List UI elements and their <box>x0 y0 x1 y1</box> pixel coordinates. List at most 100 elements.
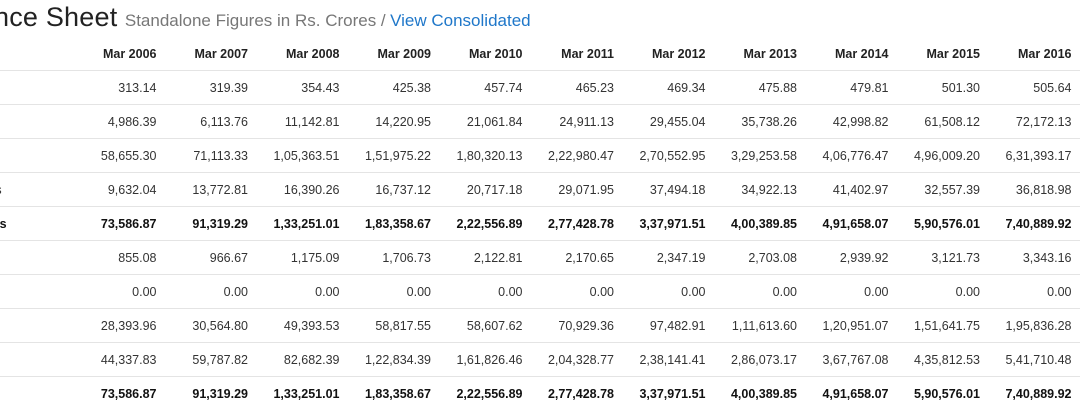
table-cell: 1,83,358.67 <box>349 206 441 241</box>
table-cell: 4,91,658.07 <box>807 376 899 410</box>
year-header: Mar 2007 <box>194 46 248 61</box>
table-cell: 2,70,552.95 <box>624 138 716 173</box>
table-cell: 49,393.53 <box>258 308 350 343</box>
table-cell: 505.64 <box>990 70 1080 105</box>
balance-sheet-table: Mar 2006 Mar 2007 Mar 2008 Mar 2009 Mar … <box>0 37 1080 410</box>
row-label: abilities <box>0 206 75 241</box>
table-cell: 20,717.18 <box>441 172 533 207</box>
table-cell: 6,31,393.17 <box>990 138 1080 173</box>
table-cell: 1,706.73 <box>349 240 441 275</box>
table-cell: 1,05,363.51 <box>258 138 350 173</box>
table-cell: 1,175.09 <box>258 240 350 275</box>
table-cell: 70,929.36 <box>532 308 624 343</box>
table-cell: 5,90,576.01 <box>898 376 990 410</box>
table-cell: 3,67,767.08 <box>807 342 899 377</box>
table-cell: 425.38 <box>349 70 441 105</box>
year-header: Mar 2006 <box>102 46 157 61</box>
table-cell: 457.74 <box>441 70 533 105</box>
table-cell: 465.23 <box>532 70 624 105</box>
year-header: Mar 2014 <box>834 46 889 61</box>
table-cell: 475.88 <box>715 70 807 105</box>
table-cell: 0.00 <box>990 274 1080 309</box>
table-cell: 2,38,141.41 <box>624 342 716 377</box>
table-cell: 2,347.19 <box>624 240 716 275</box>
table-cell: 0.00 <box>532 274 624 309</box>
table-cell: 5,90,576.01 <box>898 206 990 241</box>
table-cell: 3,37,971.51 <box>624 206 716 241</box>
year-header: Mar 2015 <box>926 46 980 61</box>
table-cell: 966.67 <box>166 240 258 275</box>
table-cell: 21,061.84 <box>441 104 533 139</box>
table-cell: 91,319.29 <box>166 376 258 410</box>
table-cell: 41,402.97 <box>807 172 899 207</box>
table-row: s4,986.396,113.7611,142.8114,220.9521,06… <box>0 104 1080 139</box>
table-cell: 2,86,073.17 <box>715 342 807 377</box>
table-cell: 1,80,320.13 <box>441 138 533 173</box>
table-cell: 28,393.96 <box>75 308 167 343</box>
table-cell: 3,121.73 <box>898 240 990 275</box>
table-cell: 16,737.12 <box>349 172 441 207</box>
table-cell: 2,703.08 <box>715 240 807 275</box>
year-header: Mar 2008 <box>285 46 340 61</box>
table-cell: 1,83,358.67 <box>349 376 441 410</box>
year-header: Mar 2009 <box>377 46 431 61</box>
table-cell: 354.43 <box>258 70 350 105</box>
table-cell: 72,172.13 <box>990 104 1080 139</box>
table-cell: 58,817.55 <box>349 308 441 343</box>
table-cell: 2,122.81 <box>441 240 533 275</box>
table-row-total: abilities73,586.8791,319.291,33,251.011,… <box>0 206 1080 241</box>
table-cell: 0.00 <box>166 274 258 309</box>
table-cell: 3,343.16 <box>990 240 1080 275</box>
table-cell: 1,95,836.28 <box>990 308 1080 343</box>
row-label: s <box>0 104 75 139</box>
table-cell: 13,772.81 <box>166 172 258 207</box>
table-cell: 0.00 <box>258 274 350 309</box>
page-title: nce Sheet <box>0 2 118 32</box>
table-row: 0.00 0.00 0.00 0.00 0.00 0.00 0.00 0.00 0.00 0.00… <box>0 274 1080 309</box>
year-header: Mar 2011 <box>561 46 614 61</box>
table-cell: 58,607.62 <box>441 308 533 343</box>
row-label: sets <box>0 240 75 275</box>
table-cell: 469.34 <box>624 70 716 105</box>
table-cell: 1,51,641.75 <box>898 308 990 343</box>
table-cell: 4,06,776.47 <box>807 138 899 173</box>
table-row: ssets44,337.8359,787.8282,682.391,22,834… <box>0 342 1080 377</box>
table-cell: 29,455.04 <box>624 104 716 139</box>
table-cell: 0.00 <box>75 274 167 309</box>
table-cell: 1,22,834.39 <box>349 342 441 377</box>
table-cell: 4,986.39 <box>75 104 167 139</box>
row-label: ents <box>0 308 75 343</box>
year-header: Mar 2012 <box>651 46 706 61</box>
table-cell: 82,682.39 <box>258 342 350 377</box>
table-cell: 1,61,826.46 <box>441 342 533 377</box>
row-label: ngs <box>0 138 75 173</box>
table-cell: 4,00,389.85 <box>715 206 807 241</box>
table-cell: 855.08 <box>75 240 167 275</box>
table-cell: 16,390.26 <box>258 172 350 207</box>
table-row: ents28,393.9630,564.8049,393.5358,817.55… <box>0 308 1080 343</box>
table-cell: 7,40,889.92 <box>990 376 1080 410</box>
table-cell: 14,220.95 <box>349 104 441 139</box>
table-cell: 3,29,253.58 <box>715 138 807 173</box>
table-cell: 42,998.82 <box>807 104 899 139</box>
view-consolidated-link[interactable]: View Consolidated <box>390 11 531 30</box>
year-header: Mar 2013 <box>743 46 797 61</box>
row-label: ssets <box>0 342 75 377</box>
table-row: abilities9,632.0413,772.8116,390.2616,73… <box>0 172 1080 207</box>
table-cell: 313.14 <box>75 70 167 105</box>
table-row: sets855.08966.671,175.091,706.732,122.81… <box>0 240 1080 275</box>
table-cell: 1,51,975.22 <box>349 138 441 173</box>
table-cell: 4,91,658.07 <box>807 206 899 241</box>
table-cell: 9,632.04 <box>75 172 167 207</box>
table-header-row: Mar 2006 Mar 2007 Mar 2008 Mar 2009 Mar … <box>0 37 1080 71</box>
table-cell: 2,04,328.77 <box>532 342 624 377</box>
page-subtitle: Standalone Figures in Rs. Crores / <box>124 11 386 30</box>
table-cell: 1,33,251.01 <box>258 206 350 241</box>
table-cell: 4,96,009.20 <box>898 138 990 173</box>
row-label-header <box>0 37 75 71</box>
table-cell: 71,113.33 <box>166 138 258 173</box>
table-cell: 2,77,428.78 <box>532 376 624 410</box>
table-cell: 0.00 <box>349 274 441 309</box>
table-cell: 32,557.39 <box>898 172 990 207</box>
